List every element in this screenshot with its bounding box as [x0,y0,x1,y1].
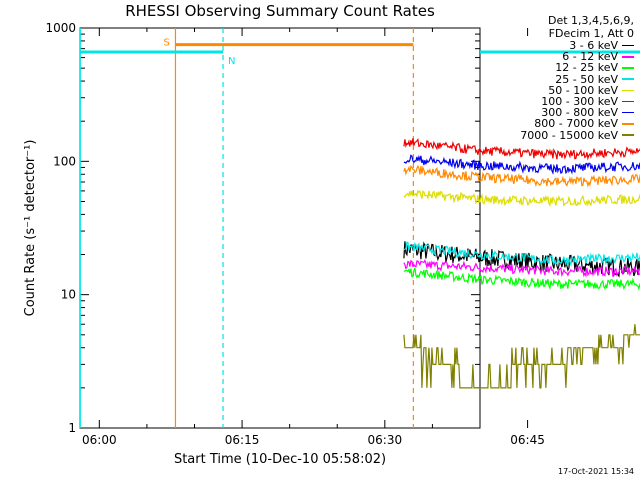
legend-entries: 3 - 6 keV 6 - 12 keV 12 - 25 keV 25 - 50 ke… [484,40,634,141]
series-line-5 [403,138,640,161]
legend-swatch [622,67,634,69]
chart-title: RHESSI Observing Summary Count Rates [125,2,435,20]
legend-entry: 300 - 800 keV [484,107,634,118]
legend-entry-label: 6 - 12 keV [562,50,618,64]
legend-entry: 7000 - 15000 keV [484,128,634,142]
x-tick-label: 06:30 [368,433,403,447]
legend-entry: 800 - 7000 keV [484,117,634,131]
legend-entry: 6 - 12 keV [484,51,634,62]
series-line-7 [403,164,640,188]
legend-entry-label: 50 - 100 keV [548,83,618,97]
legend-swatch [622,111,634,114]
legend-swatch [622,78,634,80]
timestamp-footer: 17-Oct-2021 15:34 [558,467,634,476]
x-tick-label: 06:15 [225,433,260,447]
x-tick-label: 06:45 [510,433,545,447]
series-line-1 [403,259,640,278]
legend-header-detectors: Det 1,3,4,5,6,9, [547,14,634,27]
legend-swatch [622,89,634,92]
legend-entry: 3 - 6 keV [484,40,634,51]
legend-entry-label: 7000 - 15000 keV [520,128,618,142]
legend-swatch [622,123,634,125]
legend-entry: 50 - 100 keV [484,85,634,96]
series-line-4 [403,189,640,207]
legend-entry: 100 - 300 keV [484,96,634,107]
legend-entry: 12 - 25 keV [484,61,634,75]
legend-entry-label: 800 - 7000 keV [534,117,618,131]
series-line-2 [403,267,640,291]
saa-flag-label: S [163,38,169,49]
legend-swatch [622,56,634,58]
legend-swatch [622,134,634,136]
series-line-6 [403,154,640,175]
plot-frame [79,27,481,429]
legend-entry-label: 3 - 6 keV [569,39,618,52]
legend-entry: 25 - 50 keV [484,72,634,86]
y-tick-label: 1 [68,421,76,435]
legend: Det 1,3,4,5,6,9, FDecim 1, Att 0 3 - 6 k… [484,14,634,141]
legend-header-attenuator: FDecim 1, Att 0 [548,27,634,40]
y-tick-label: 1000 [45,21,76,35]
legend-entry-label: 300 - 800 keV [541,106,618,120]
legend-swatch [622,44,634,47]
legend-entry-label: 25 - 50 keV [555,72,618,86]
y-tick-label: 100 [53,154,76,168]
night-flag-label: N [228,56,235,67]
legend-swatch [622,100,634,103]
series-line-3 [403,241,640,267]
x-axis-label: Start Time (10-Dec-10 05:58:02) [174,452,386,467]
legend-entry-label: 100 - 300 keV [541,94,618,108]
x-tick-label: 06:00 [82,433,117,447]
legend-entry-label: 12 - 25 keV [555,61,618,75]
series-line-8 [403,324,640,389]
y-tick-label: 10 [61,288,76,302]
y-axis-label: Count Rate (s⁻¹ detector⁻¹) [23,140,38,317]
